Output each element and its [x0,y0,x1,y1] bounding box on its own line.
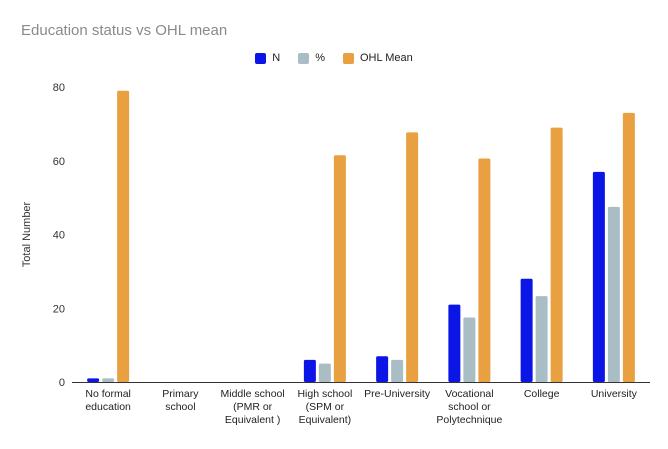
x-tick-label: University [591,388,638,400]
bar [592,171,605,382]
y-tick-label: 80 [53,82,65,94]
legend-swatch-ohl-mean [342,52,354,64]
legend-label-n: N [272,52,281,64]
bar [102,378,115,382]
bar [550,127,563,382]
legend-swatch-n [255,52,267,64]
y-axis-title: Total Number [21,201,33,267]
bar [535,296,548,382]
bar [607,206,620,382]
bar [303,359,316,382]
legend-swatch-percent [298,52,310,64]
y-tick-label: 20 [53,303,65,315]
bar [406,132,419,382]
bar [391,359,404,382]
bar [117,90,130,382]
bar [478,158,491,382]
bar [333,155,346,382]
bar [520,278,533,382]
bar [318,363,331,382]
x-tick-label: No formal education [85,388,131,413]
bar [87,378,100,382]
x-tick-label: Middle school (PMR or Equivalent ) [221,388,285,426]
legend-label-percent: % [315,52,325,64]
chart-title: Education status vs OHL mean [21,22,228,39]
x-tick-label: Pre-University [364,388,431,400]
bar [463,317,476,382]
x-tick-label: Vocational school or Polytechnique [436,388,502,426]
y-tick-label: 60 [53,156,65,168]
bar [376,356,389,382]
bar [622,112,635,382]
y-tick-label: 0 [59,377,65,389]
x-tick-label: High school (SPM or Equivalent) [297,388,352,426]
x-tick-label: Primary school [162,388,199,413]
legend-item-percent[interactable]: % [298,52,325,64]
legend-item-n[interactable]: N [255,52,280,64]
legend-item-ohl-mean[interactable]: OHL Mean [342,52,413,64]
legend: N % OHL Mean [0,52,668,64]
x-tick-label: College [524,388,560,400]
y-tick-label: 40 [53,230,65,242]
legend-label-ohl-mean: OHL Mean [359,52,413,64]
bar [448,304,461,382]
